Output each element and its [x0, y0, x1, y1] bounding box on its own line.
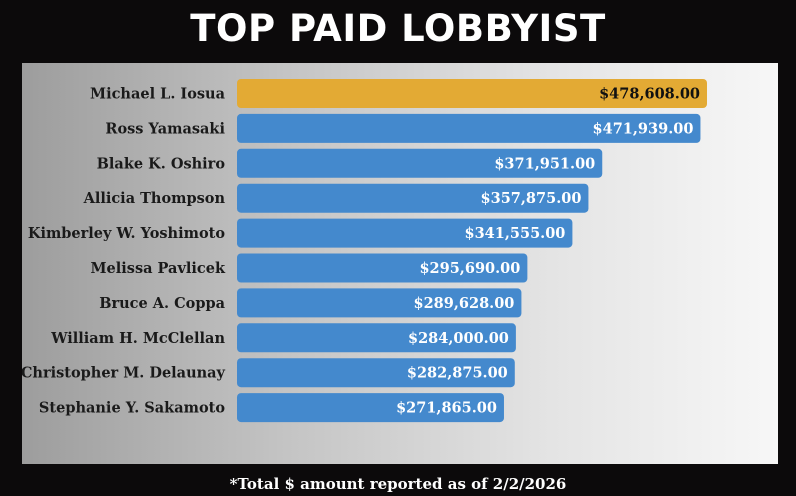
- bar: [237, 393, 504, 423]
- category-label: Michael L. Iosua: [90, 86, 226, 103]
- chart-panel: Michael L. Iosua $478,608.00 Ross Yamasaki…: [21, 63, 778, 464]
- category-label: Christopher M. Delaunay: [22, 365, 226, 382]
- category-label: Melissa Pavlicek: [90, 260, 225, 277]
- bar: [237, 253, 528, 283]
- value-label: $471,939.00: [593, 120, 694, 137]
- bar: [237, 113, 701, 143]
- category-label: Ross Yamasaki: [105, 120, 225, 137]
- value-label: $295,690.00: [419, 260, 520, 277]
- bar-highlight: [237, 79, 707, 108]
- chart-title: TOP PAID LOBBYIST: [190, 7, 606, 50]
- value-label: $371,951.00: [494, 155, 595, 172]
- value-label: $289,628.00: [414, 295, 515, 312]
- category-label: Kimberley W. Yoshimoto: [28, 225, 225, 242]
- bar: [237, 218, 573, 248]
- value-label: $284,000.00: [408, 330, 509, 347]
- category-label: Bruce A. Coppa: [99, 295, 225, 312]
- category-label: Blake K. Oshiro: [97, 155, 226, 172]
- bar-chart: Michael L. Iosua $478,608.00 Ross Yamasaki…: [21, 79, 707, 423]
- value-label: $271,865.00: [396, 400, 497, 417]
- footnote: *Total $ amount reported as of 2/2/2026: [229, 475, 567, 493]
- value-label: $357,875.00: [481, 190, 582, 207]
- bar: [237, 148, 603, 178]
- bar: [237, 288, 522, 318]
- bar: [237, 183, 589, 213]
- category-label: Allicia Thompson: [83, 190, 226, 207]
- category-label: Stephanie Y. Sakamoto: [39, 400, 225, 417]
- bar: [237, 358, 515, 388]
- category-label: William H. McClellan: [50, 330, 225, 347]
- bar: [237, 323, 516, 353]
- value-label: $341,555.00: [465, 225, 566, 242]
- value-label: $478,608.00: [599, 86, 700, 103]
- value-label: $282,875.00: [407, 365, 508, 382]
